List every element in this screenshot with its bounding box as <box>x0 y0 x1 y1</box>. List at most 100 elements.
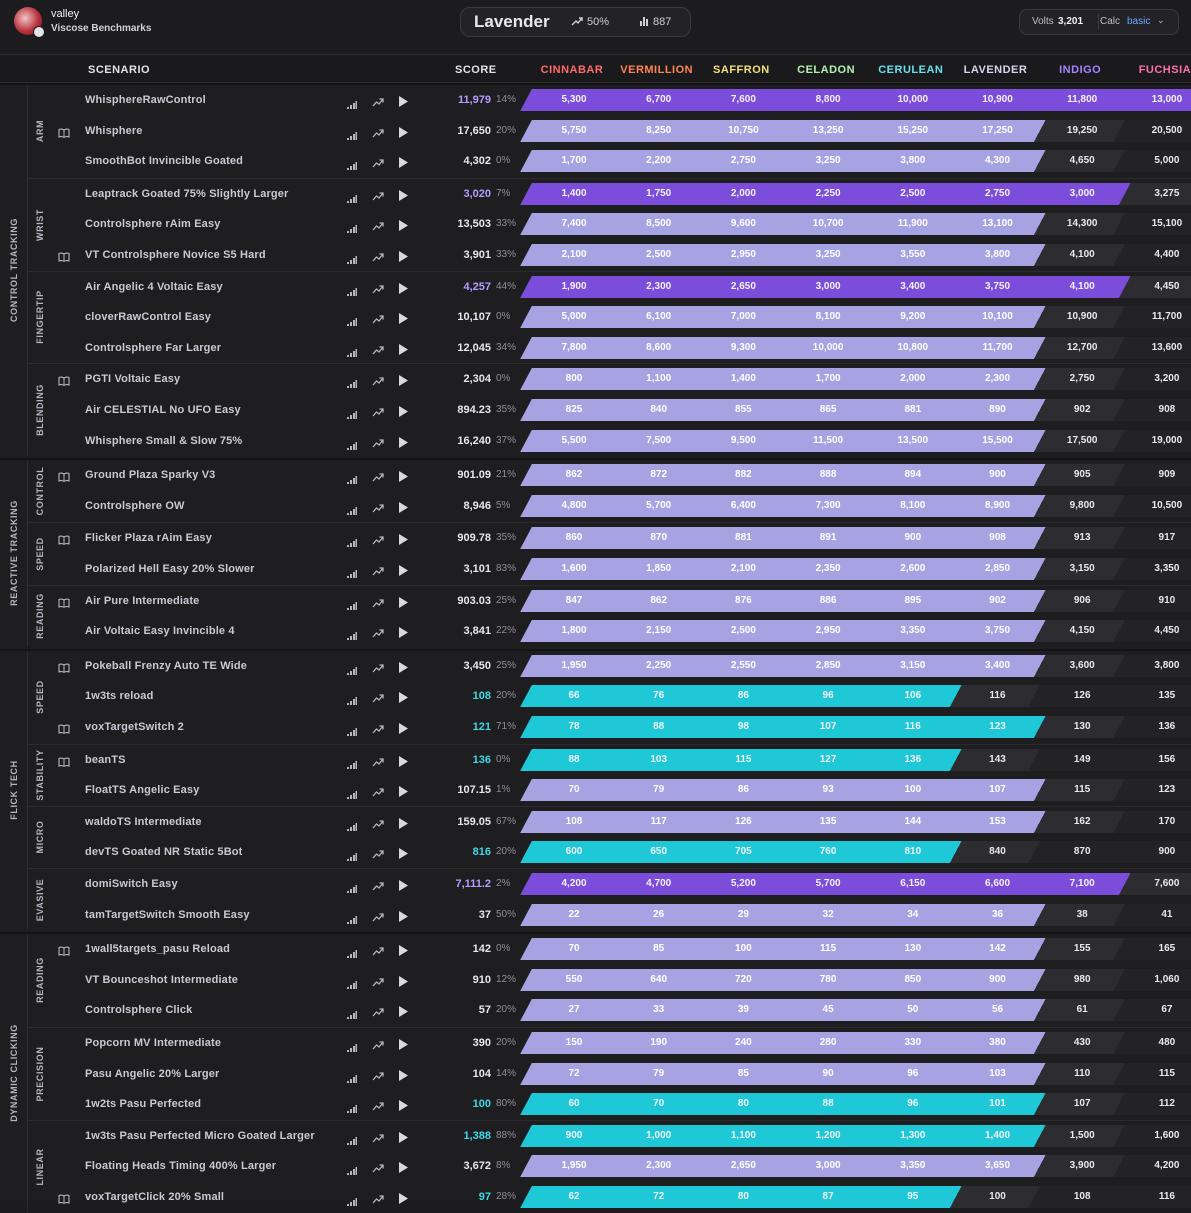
leaderboard-icon[interactable] <box>347 756 357 774</box>
play-icon[interactable] <box>399 469 408 487</box>
table-row[interactable]: Floating Heads Timing 400% Larger 3,672 8%… <box>53 1151 1191 1181</box>
leaderboard-icon[interactable] <box>347 96 357 114</box>
leaderboard-icon[interactable] <box>347 1100 357 1118</box>
trend-icon[interactable] <box>372 1098 384 1116</box>
play-icon[interactable] <box>399 625 408 643</box>
play-icon[interactable] <box>399 754 408 772</box>
play-icon[interactable] <box>399 1160 408 1178</box>
leaderboard-icon[interactable] <box>347 1039 357 1057</box>
trend-icon[interactable] <box>372 469 384 487</box>
scenario-name[interactable]: 1w3ts Pasu Perfected Micro Goated Larger <box>85 1129 315 1142</box>
play-icon[interactable] <box>399 846 408 864</box>
trend-icon[interactable] <box>372 249 384 267</box>
play-icon[interactable] <box>399 281 408 299</box>
scenario-name[interactable]: Whisphere <box>85 124 143 137</box>
play-icon[interactable] <box>399 1068 408 1086</box>
trend-icon[interactable] <box>372 625 384 643</box>
scenario-name[interactable]: Pasu Angelic 20% Larger <box>85 1067 220 1080</box>
trend-icon[interactable] <box>372 281 384 299</box>
table-row[interactable]: beanTS 136 0% 88 103 115 127 136 143 149 156 <box>53 745 1191 775</box>
table-row[interactable]: Ground Plaza Sparky V3 901.09 21% 862 872 882… <box>53 460 1191 490</box>
rank-header-fuchsia[interactable]: FUCHSIA <box>1138 64 1191 76</box>
trend-icon[interactable] <box>372 816 384 834</box>
leaderboard-icon[interactable] <box>347 848 357 866</box>
play-icon[interactable] <box>399 563 408 581</box>
play-icon[interactable] <box>399 125 408 143</box>
scenario-name[interactable]: domiSwitch Easy <box>85 877 178 890</box>
scenario-name[interactable]: Controlsphere rAim Easy <box>85 218 221 231</box>
table-row[interactable]: Air Voltaic Easy Invincible 4 3,841 22% 1,8… <box>53 616 1191 646</box>
table-row[interactable]: waldoTS Intermediate 159.05 67% 108 117 126 13… <box>53 807 1191 837</box>
book-icon[interactable] <box>58 373 70 387</box>
table-row[interactable]: Controlsphere Far Larger 12,045 34% 7,800 8,… <box>53 333 1191 363</box>
table-row[interactable]: 1wall5targets_pasu Reload 142 0% 70 85 100 115… <box>53 934 1191 964</box>
book-icon[interactable] <box>58 943 70 957</box>
trend-icon[interactable] <box>372 94 384 112</box>
leaderboard-icon[interactable] <box>347 723 357 741</box>
leaderboard-icon[interactable] <box>347 127 357 145</box>
table-row[interactable]: Pokeball Frenzy Auto TE Wide 3,450 25% 1,95… <box>53 651 1191 681</box>
leaderboard-icon[interactable] <box>347 945 357 963</box>
play-icon[interactable] <box>399 784 408 802</box>
scenario-name[interactable]: cloverRawControl Easy <box>85 311 212 324</box>
chevron-down-icon[interactable]: ⌄ <box>1157 15 1165 25</box>
leaderboard-icon[interactable] <box>347 1162 357 1180</box>
table-row[interactable]: devTS Goated NR Static 5Bot 816 20% 600 650 7… <box>53 837 1191 867</box>
play-icon[interactable] <box>399 249 408 267</box>
play-icon[interactable] <box>399 660 408 678</box>
scenario-name[interactable]: Leaptrack Goated 75% Slightly Larger <box>85 187 289 200</box>
table-row[interactable]: domiSwitch Easy 7,111.2 2% 4,200 4,700 5,200 5… <box>53 869 1191 899</box>
trend-icon[interactable] <box>372 878 384 896</box>
table-row[interactable]: Air Angelic 4 Voltaic Easy 4,257 44% 1,900 2… <box>53 272 1191 302</box>
trend-icon[interactable] <box>372 943 384 961</box>
table-row[interactable]: Air Pure Intermediate 903.03 25% 847 862 876 8… <box>53 586 1191 616</box>
trend-icon[interactable] <box>372 1068 384 1086</box>
table-row[interactable]: Polarized Hell Easy 20% Slower 3,101 83% 1,… <box>53 554 1191 584</box>
scenario-name[interactable]: waldoTS Intermediate <box>85 815 202 828</box>
table-row[interactable]: voxTargetSwitch 2 121 71% 78 88 98 107 116 123 13… <box>53 712 1191 742</box>
leaderboard-icon[interactable] <box>347 471 357 489</box>
leaderboard-icon[interactable] <box>347 976 357 994</box>
scenario-name[interactable]: Air CELESTIAL No UFO Easy <box>85 403 241 416</box>
scenario-name[interactable]: 1w2ts Pasu Perfected <box>85 1098 202 1111</box>
scenario-name[interactable]: VT Controlsphere Novice S5 Hard <box>85 248 266 261</box>
scenario-name[interactable]: Controlsphere Far Larger <box>85 341 222 354</box>
table-row[interactable]: Whisphere Small & Slow 75% 16,240 37% 5,500… <box>53 426 1191 456</box>
scenario-name[interactable]: voxTargetClick 20% Small <box>85 1190 225 1203</box>
trend-icon[interactable] <box>372 155 384 173</box>
trend-icon[interactable] <box>372 435 384 453</box>
rank-header-vermillion[interactable]: VERMILLION <box>620 64 694 76</box>
table-row[interactable]: Controlsphere OW 8,946 5% 4,800 5,700 6,400 7,… <box>53 491 1191 521</box>
trend-icon[interactable] <box>372 500 384 518</box>
scenario-name[interactable]: WhisphereRawControl <box>85 94 206 106</box>
play-icon[interactable] <box>399 595 408 613</box>
rank-header-cerulean[interactable]: CERULEAN <box>878 64 944 76</box>
table-row[interactable]: 1w3ts Pasu Perfected Micro Goated Larger… <box>53 1121 1191 1151</box>
scenario-name[interactable]: SmoothBot Invincible Goated <box>85 155 244 168</box>
leaderboard-icon[interactable] <box>347 692 357 710</box>
scenario-name[interactable]: Air Angelic 4 Voltaic Easy <box>85 280 223 293</box>
trend-icon[interactable] <box>372 784 384 802</box>
trend-icon[interactable] <box>372 595 384 613</box>
table-row[interactable]: 1w2ts Pasu Perfected 100 80% 60 70 80 88 96 101 1… <box>53 1089 1191 1119</box>
table-row[interactable]: tamTargetSwitch Smooth Easy 37 50% 22 26 29 32… <box>53 900 1191 930</box>
trend-icon[interactable] <box>372 846 384 864</box>
play-icon[interactable] <box>399 532 408 550</box>
scenario-name[interactable]: Popcorn MV Intermediate <box>85 1036 222 1049</box>
leaderboard-icon[interactable] <box>347 1006 357 1024</box>
leaderboard-icon[interactable] <box>347 251 357 269</box>
scenario-name[interactable]: beanTS <box>85 753 126 766</box>
play-icon[interactable] <box>399 342 408 360</box>
book-icon[interactable] <box>58 532 70 546</box>
table-row[interactable]: Controlsphere Click 57 20% 27 33 39 45 50 56 61 67 <box>53 995 1191 1025</box>
play-icon[interactable] <box>399 974 408 992</box>
scenario-name[interactable]: 1w3ts reload <box>85 690 154 703</box>
play-icon[interactable] <box>399 721 408 739</box>
leaderboard-icon[interactable] <box>347 627 357 645</box>
scenario-name[interactable]: Air Pure Intermediate <box>85 594 200 607</box>
play-icon[interactable] <box>399 878 408 896</box>
scenario-name[interactable]: 1wall5targets_pasu Reload <box>85 943 230 956</box>
play-icon[interactable] <box>399 1130 408 1148</box>
trend-icon[interactable] <box>372 754 384 772</box>
play-icon[interactable] <box>399 1037 408 1055</box>
